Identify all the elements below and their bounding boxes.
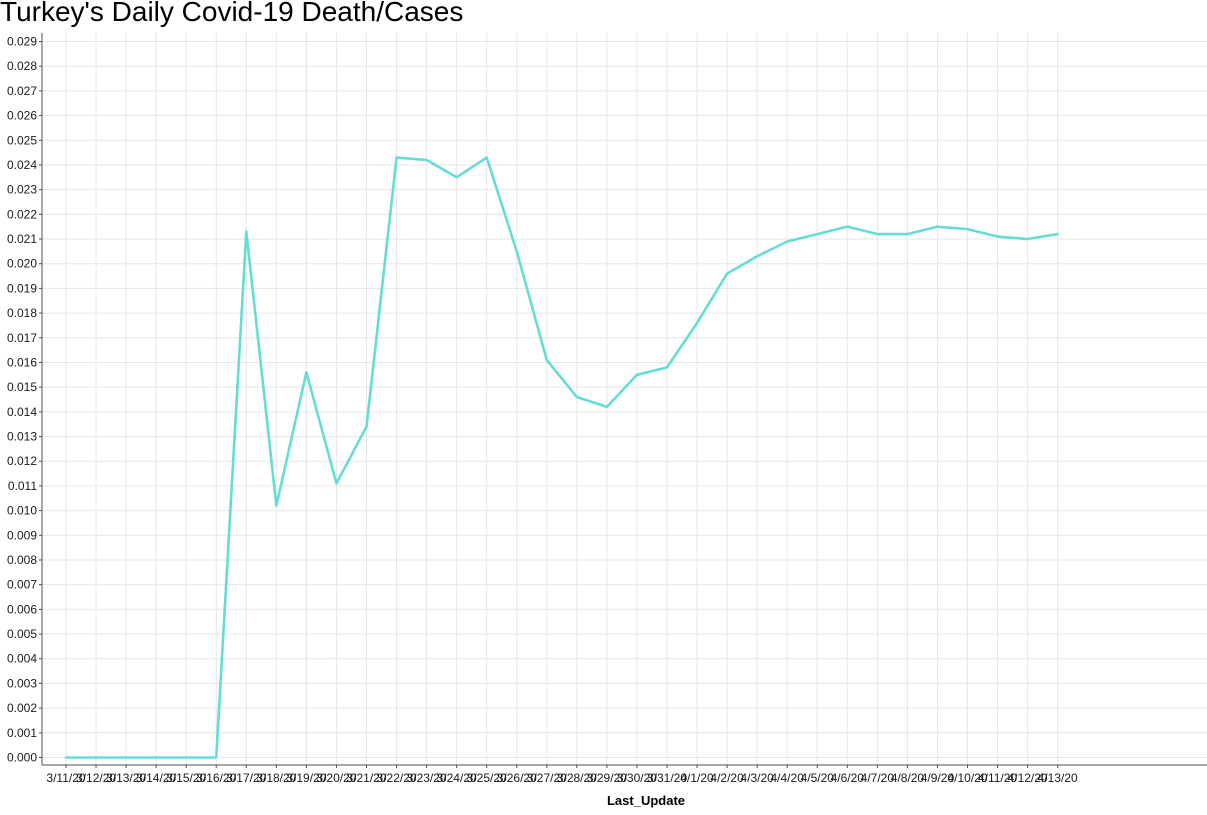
y-tick-label: 0.024 xyxy=(7,158,37,172)
axis-layer xyxy=(39,33,1207,768)
x-tick-label: 4/8/20 xyxy=(891,771,925,785)
x-tick-label: 4/7/20 xyxy=(861,771,895,785)
x-tick-label: 3/18/20 xyxy=(256,771,296,785)
y-tick-label: 0.004 xyxy=(7,652,37,666)
series-layer xyxy=(64,156,1059,759)
x-axis-title: Last_Update xyxy=(607,793,685,808)
x-tick-label: 3/25/20 xyxy=(467,771,507,785)
y-tick-label: 0.001 xyxy=(7,726,37,740)
x-tick-label: 4/5/20 xyxy=(801,771,835,785)
y-tick-label: 0.016 xyxy=(7,355,37,369)
x-tick-label: 3/20/20 xyxy=(316,771,356,785)
y-tick-label: 0.013 xyxy=(7,430,37,444)
x-tick-label: 3/30/20 xyxy=(617,771,657,785)
x-tick-label: 3/27/20 xyxy=(527,771,567,785)
x-tick-label: 4/10/20 xyxy=(947,771,987,785)
x-tick-label: 3/11/20 xyxy=(46,771,85,785)
y-tick-label: 0.002 xyxy=(7,701,37,715)
grid-layer xyxy=(42,33,1207,765)
x-tick-label: 4/6/20 xyxy=(831,771,865,785)
x-tick-label: 4/11/20 xyxy=(978,771,1017,785)
x-tick-label: 3/22/20 xyxy=(377,771,417,785)
y-tick-label: 0.015 xyxy=(7,380,37,394)
series-line xyxy=(64,156,1059,759)
x-tick-label: 3/23/20 xyxy=(407,771,447,785)
x-tick-label: 3/15/20 xyxy=(166,771,206,785)
y-tick-label: 0.005 xyxy=(7,627,37,641)
chart-title: Turkey's Daily Covid-19 Death/Cases xyxy=(0,0,464,27)
y-tick-label: 0.011 xyxy=(8,479,37,493)
y-tick-label: 0.014 xyxy=(7,405,37,419)
x-tick-label: 3/14/20 xyxy=(136,771,176,785)
x-tick-label: 3/17/20 xyxy=(226,771,266,785)
x-tick-label: 3/21/20 xyxy=(346,771,386,785)
x-tick-labels: 3/11/203/12/203/13/203/14/203/15/203/16/… xyxy=(46,771,1078,785)
x-tick-label: 3/26/20 xyxy=(497,771,537,785)
y-tick-label: 0.006 xyxy=(7,602,37,616)
y-tick-label: 0.012 xyxy=(7,454,37,468)
y-tick-label: 0.025 xyxy=(7,133,37,147)
y-tick-label: 0.007 xyxy=(7,578,37,592)
y-tick-label: 0.008 xyxy=(7,553,37,567)
y-tick-label: 0.027 xyxy=(7,84,37,98)
y-tick-label: 0.028 xyxy=(7,59,37,73)
x-tick-label: 4/3/20 xyxy=(740,771,774,785)
y-tick-label: 0.020 xyxy=(7,257,37,271)
x-tick-label: 3/24/20 xyxy=(437,771,477,785)
y-tick-label: 0.009 xyxy=(7,528,37,542)
y-tick-label: 0.021 xyxy=(7,232,37,246)
y-tick-label: 0.019 xyxy=(7,281,37,295)
x-tick-label: 4/1/20 xyxy=(680,771,714,785)
x-tick-label: 3/13/20 xyxy=(106,771,146,785)
x-tick-label: 3/16/20 xyxy=(196,771,236,785)
x-tick-label: 3/19/20 xyxy=(286,771,326,785)
y-tick-label: 0.003 xyxy=(7,676,37,690)
y-tick-label: 0.022 xyxy=(7,207,37,221)
x-tick-label: 3/31/20 xyxy=(647,771,687,785)
x-tick-label: 3/28/20 xyxy=(557,771,597,785)
x-tick-label: 4/2/20 xyxy=(710,771,744,785)
y-tick-label: 0.000 xyxy=(7,751,37,765)
y-tick-label: 0.010 xyxy=(7,504,37,518)
y-tick-label: 0.017 xyxy=(7,331,37,345)
y-tick-label: 0.023 xyxy=(7,183,37,197)
y-tick-label: 0.026 xyxy=(7,109,37,123)
x-tick-label: 3/12/20 xyxy=(76,771,116,785)
x-tick-label: 4/13/20 xyxy=(1038,771,1078,785)
x-tick-label: 3/29/20 xyxy=(587,771,627,785)
y-tick-label: 0.029 xyxy=(7,35,37,49)
y-tick-label: 0.018 xyxy=(7,306,37,320)
x-tick-label: 4/4/20 xyxy=(771,771,805,785)
x-tick-label: 4/12/20 xyxy=(1008,771,1048,785)
x-tick-label: 4/9/20 xyxy=(921,771,955,785)
y-tick-labels: 0.000 0.001 0.002 0.003 0.004 0.005 0.006 0.007… xyxy=(7,35,37,765)
